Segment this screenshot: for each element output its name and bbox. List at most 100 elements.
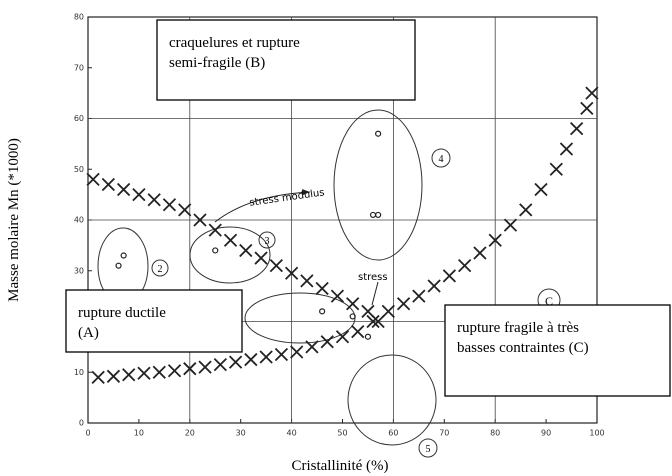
- point-stroke: [534, 182, 548, 197]
- point: [503, 218, 518, 232]
- point-stroke: [259, 350, 273, 364]
- x-tick-label: 50: [337, 429, 347, 438]
- point: [132, 187, 146, 202]
- annotation-text: craquelures et rupture: [169, 35, 300, 51]
- point-stroke: [223, 233, 238, 247]
- point: [580, 101, 594, 115]
- point-stroke: [442, 269, 457, 283]
- point-stroke: [381, 304, 395, 318]
- point-stroke: [559, 142, 574, 156]
- point-stroke: [315, 281, 329, 296]
- point: [86, 172, 100, 187]
- point: [473, 246, 487, 260]
- point: [213, 358, 227, 372]
- point-dot: [319, 308, 326, 315]
- point-stroke: [396, 297, 411, 311]
- point-stroke: [412, 289, 426, 303]
- series-label: stress: [358, 272, 388, 283]
- y-tick-label: 30: [74, 266, 84, 275]
- point: [122, 368, 136, 382]
- region-label: 3: [265, 236, 270, 247]
- point-stroke: [585, 86, 599, 100]
- annotation-box: [65, 289, 243, 353]
- point: [585, 86, 599, 100]
- point-stroke: [458, 259, 472, 273]
- annotation-box: [444, 304, 671, 397]
- point: [259, 350, 273, 364]
- point-stroke: [371, 314, 385, 329]
- point-stroke: [320, 335, 334, 349]
- region-badge: [258, 231, 276, 249]
- point: [91, 370, 105, 384]
- point: [183, 362, 197, 376]
- x-tick-label: 80: [490, 429, 500, 438]
- point-stroke: [346, 297, 360, 311]
- point-stroke: [503, 218, 518, 232]
- region-outline: [333, 109, 423, 261]
- point-stroke: [167, 364, 182, 378]
- point-stroke: [132, 187, 146, 202]
- point: [167, 364, 182, 378]
- point: [228, 355, 243, 369]
- series-label: stress modulus: [249, 187, 325, 208]
- arrow: [371, 281, 379, 306]
- point: [369, 211, 377, 219]
- y-tick-label: 70: [74, 63, 84, 72]
- point-stroke: [473, 246, 487, 260]
- point-stroke: [116, 182, 131, 197]
- point: [274, 347, 289, 362]
- point: [244, 352, 258, 367]
- region-outline: [347, 354, 437, 446]
- point: [396, 297, 411, 311]
- point: [427, 279, 441, 293]
- point: [364, 333, 372, 340]
- point-dot: [375, 130, 382, 137]
- point: [239, 243, 253, 258]
- annotation-text: semi-fragile (B): [169, 55, 265, 71]
- point: [300, 274, 314, 288]
- point-dot: [364, 333, 372, 340]
- point: [349, 313, 356, 320]
- annotation-text: rupture ductile: [78, 305, 166, 321]
- regions: 2 3 4 5 C: [97, 109, 561, 458]
- point-stroke: [106, 369, 121, 383]
- region-label: 5: [426, 444, 431, 455]
- point: [106, 369, 121, 383]
- point-stroke: [178, 203, 192, 217]
- point-stroke: [274, 347, 289, 362]
- point: [375, 211, 382, 219]
- point-stroke: [284, 266, 299, 280]
- point-stroke: [91, 370, 105, 384]
- point: [458, 259, 472, 273]
- x-tick-label: 70: [439, 429, 449, 438]
- point: [335, 330, 350, 344]
- point: [412, 289, 426, 303]
- x-tick-label: 60: [388, 429, 398, 438]
- arrow-head: [302, 189, 310, 195]
- point: [198, 360, 212, 374]
- point: [178, 203, 192, 217]
- point-stroke: [305, 340, 319, 354]
- point-stroke: [361, 304, 375, 318]
- point-stroke: [519, 203, 533, 217]
- point-stroke: [488, 233, 502, 247]
- arrow: [214, 191, 311, 223]
- x-tick-label: 40: [287, 429, 297, 438]
- region-label: 2: [158, 264, 163, 275]
- point-dot: [120, 252, 127, 259]
- point: [254, 251, 268, 265]
- point-stroke: [254, 251, 268, 265]
- point-stroke: [580, 101, 594, 115]
- point-stroke: [427, 279, 441, 293]
- point: [162, 198, 177, 212]
- point: [534, 182, 548, 197]
- x-tick-label: 100: [589, 429, 604, 438]
- point: [116, 182, 131, 197]
- point-stroke: [549, 162, 563, 176]
- point: [208, 223, 222, 237]
- point-stroke: [198, 360, 212, 374]
- annotation-box: [156, 19, 416, 101]
- point: [442, 269, 457, 283]
- point-stroke: [239, 243, 253, 258]
